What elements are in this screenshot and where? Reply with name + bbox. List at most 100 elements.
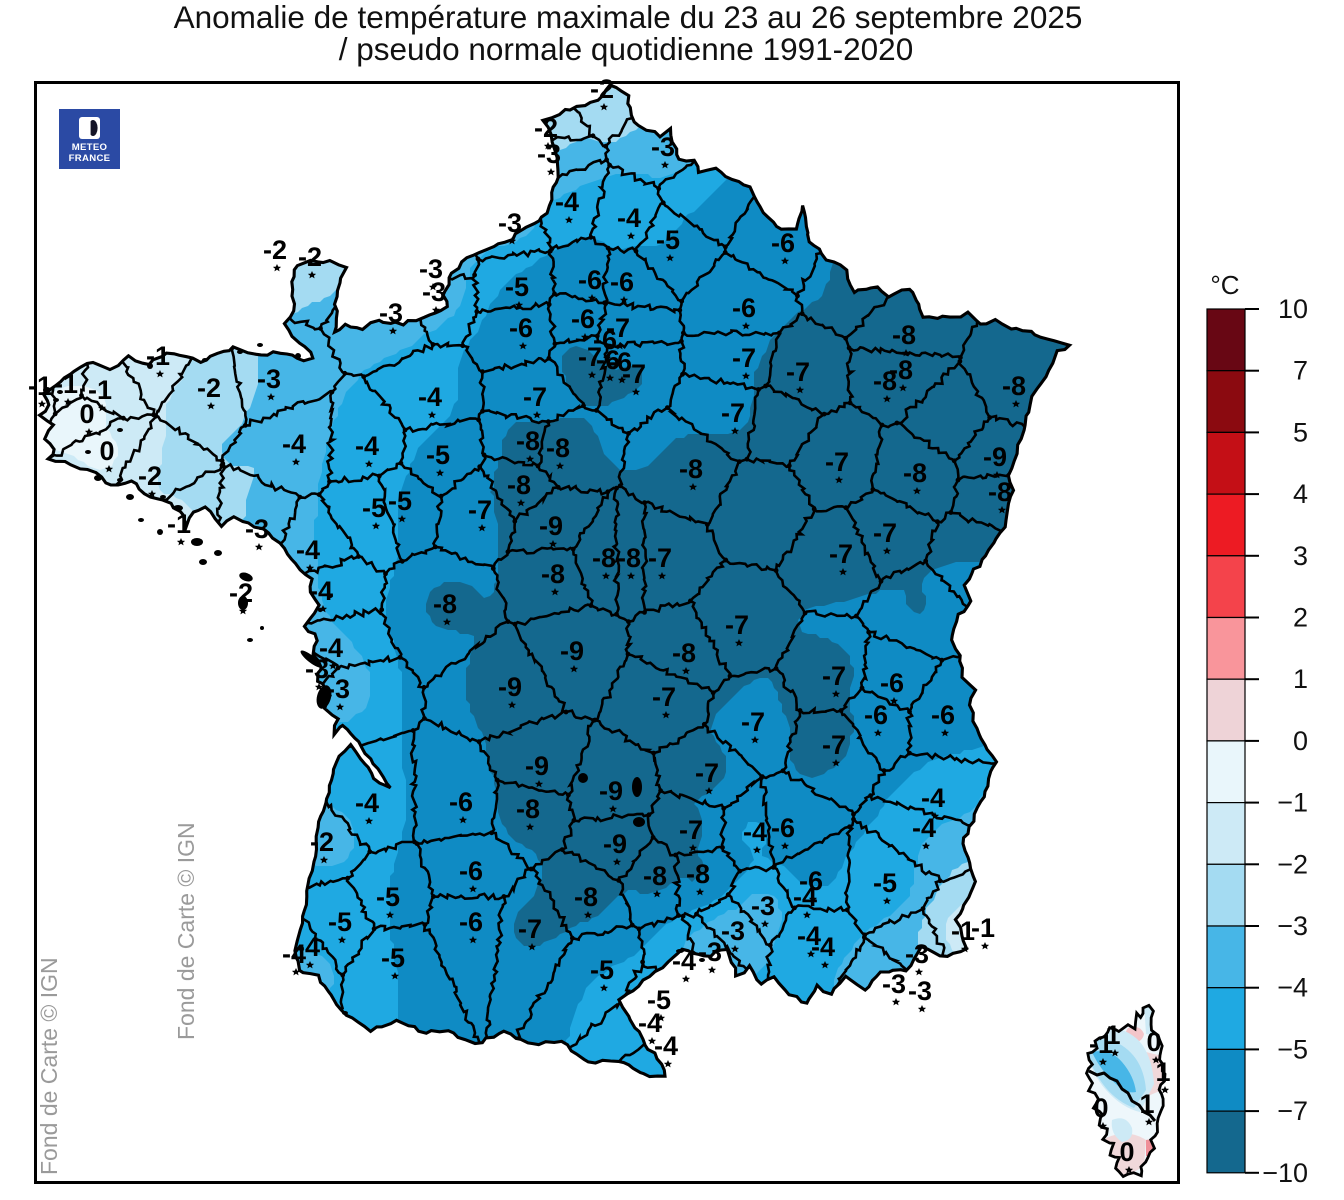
svg-text:0: 0	[1146, 1027, 1161, 1057]
svg-text:-3: -3	[422, 277, 446, 307]
svg-text:-8: -8	[507, 470, 531, 500]
svg-text:-4: -4	[617, 203, 641, 233]
svg-text:-8: -8	[433, 589, 457, 619]
svg-text:-6: -6	[459, 856, 483, 886]
svg-text:-4: -4	[309, 576, 333, 606]
svg-text:-3: -3	[882, 969, 906, 999]
svg-text:-2: -2	[263, 235, 287, 265]
svg-text:0: 0	[79, 399, 94, 429]
svg-text:-3: -3	[257, 364, 281, 394]
svg-text:-7: -7	[825, 447, 849, 477]
svg-text:-8: -8	[592, 543, 616, 573]
svg-text:-7: -7	[622, 359, 646, 389]
svg-text:-6: -6	[771, 228, 795, 258]
svg-text:-1: -1	[167, 509, 191, 539]
svg-text:-4: -4	[672, 946, 696, 976]
svg-text:-2: -2	[229, 578, 253, 608]
svg-text:-6: -6	[771, 813, 795, 843]
svg-text:−4: −4	[1277, 973, 1308, 1003]
svg-text:-4: -4	[743, 817, 767, 847]
svg-text:-5: -5	[873, 868, 897, 898]
svg-text:-3: -3	[379, 298, 403, 328]
svg-text:-3: -3	[698, 937, 722, 967]
svg-text:-7: -7	[652, 682, 676, 712]
svg-text:Anomalie de température maxima: Anomalie de température maximale du 23 a…	[174, 0, 1083, 35]
svg-text:-7: -7	[648, 543, 672, 573]
svg-text:1: 1	[1155, 1057, 1170, 1087]
svg-text:/ pseudo normale quotidienne 1: / pseudo normale quotidienne 1991-2020	[339, 31, 913, 67]
svg-text:-7: -7	[695, 758, 719, 788]
svg-text:-4: -4	[811, 932, 835, 962]
svg-text:-4: -4	[355, 431, 379, 461]
svg-text:-9: -9	[599, 776, 623, 806]
svg-text:-1: -1	[1089, 1029, 1113, 1059]
svg-text:-7: -7	[786, 357, 810, 387]
svg-text:-4: -4	[921, 783, 945, 813]
svg-text:-3: -3	[537, 139, 561, 169]
svg-text:1: 1	[1293, 664, 1308, 694]
svg-text:-6: -6	[509, 313, 533, 343]
svg-text:7: 7	[1293, 356, 1308, 386]
svg-text:-9: -9	[603, 829, 627, 859]
svg-text:-7: -7	[679, 815, 703, 845]
svg-text:−10: −10	[1262, 1158, 1308, 1188]
svg-text:-9: -9	[560, 636, 584, 666]
svg-text:−3: −3	[1277, 911, 1308, 941]
svg-text:-4: -4	[912, 813, 936, 843]
svg-text:-6: -6	[596, 345, 620, 375]
svg-text:-8: -8	[892, 320, 916, 350]
svg-text:-5: -5	[376, 882, 400, 912]
svg-text:-8: -8	[574, 882, 598, 912]
svg-text:-4: -4	[282, 939, 306, 969]
svg-text:-7: -7	[822, 661, 846, 691]
svg-text:-2: -2	[298, 242, 322, 272]
svg-text:-6: -6	[608, 347, 632, 377]
svg-text:-5: -5	[590, 955, 614, 985]
svg-text:-8: -8	[672, 638, 696, 668]
svg-text:-7: -7	[518, 914, 542, 944]
svg-text:0: 0	[1293, 726, 1308, 756]
svg-text:-9: -9	[525, 751, 549, 781]
svg-text:METEO: METEO	[72, 142, 108, 153]
svg-text:-4: -4	[319, 633, 343, 663]
svg-text:-2: -2	[197, 373, 221, 403]
svg-text:-2: -2	[590, 74, 614, 104]
svg-text:-6: -6	[459, 907, 483, 937]
svg-text:Fond de Carte © IGN: Fond de Carte © IGN	[173, 822, 199, 1040]
svg-text:3: 3	[1293, 541, 1308, 571]
svg-text:4: 4	[1293, 479, 1308, 509]
svg-text:-4: -4	[793, 882, 817, 912]
svg-text:-4: -4	[638, 1008, 662, 1038]
svg-text:-6: -6	[880, 668, 904, 698]
svg-text:-4: -4	[296, 932, 320, 962]
svg-text:−1: −1	[1277, 788, 1308, 818]
svg-text:-7: -7	[721, 398, 745, 428]
svg-text:-2: -2	[310, 827, 334, 857]
svg-text:-6: -6	[931, 700, 955, 730]
svg-text:-5: -5	[656, 225, 680, 255]
svg-text:5: 5	[1293, 417, 1308, 447]
svg-text:-3: -3	[305, 654, 329, 684]
svg-text:-4: -4	[555, 187, 579, 217]
svg-text:-8: -8	[686, 859, 710, 889]
svg-text:-8: -8	[516, 426, 540, 456]
svg-text:-8: -8	[988, 477, 1012, 507]
svg-text:FRANCE: FRANCE	[69, 153, 111, 164]
svg-text:-5: -5	[362, 493, 386, 523]
svg-text:-8: -8	[679, 454, 703, 484]
svg-text:-4: -4	[355, 788, 379, 818]
svg-text:-6: -6	[610, 267, 634, 297]
svg-text:-5: -5	[328, 907, 352, 937]
svg-text:2: 2	[1293, 603, 1308, 633]
svg-text:-1: -1	[88, 375, 112, 405]
svg-text:-4: -4	[654, 1031, 678, 1061]
svg-text:-4: -4	[296, 535, 320, 565]
svg-text:0: 0	[1093, 1093, 1108, 1123]
svg-text:-3: -3	[721, 916, 745, 946]
svg-text:-7: -7	[578, 342, 602, 372]
svg-text:1: 1	[1105, 1020, 1120, 1050]
svg-text:-7: -7	[732, 343, 756, 373]
svg-text:-8: -8	[617, 543, 641, 573]
svg-text:-3: -3	[498, 208, 522, 238]
svg-text:-3: -3	[751, 891, 775, 921]
